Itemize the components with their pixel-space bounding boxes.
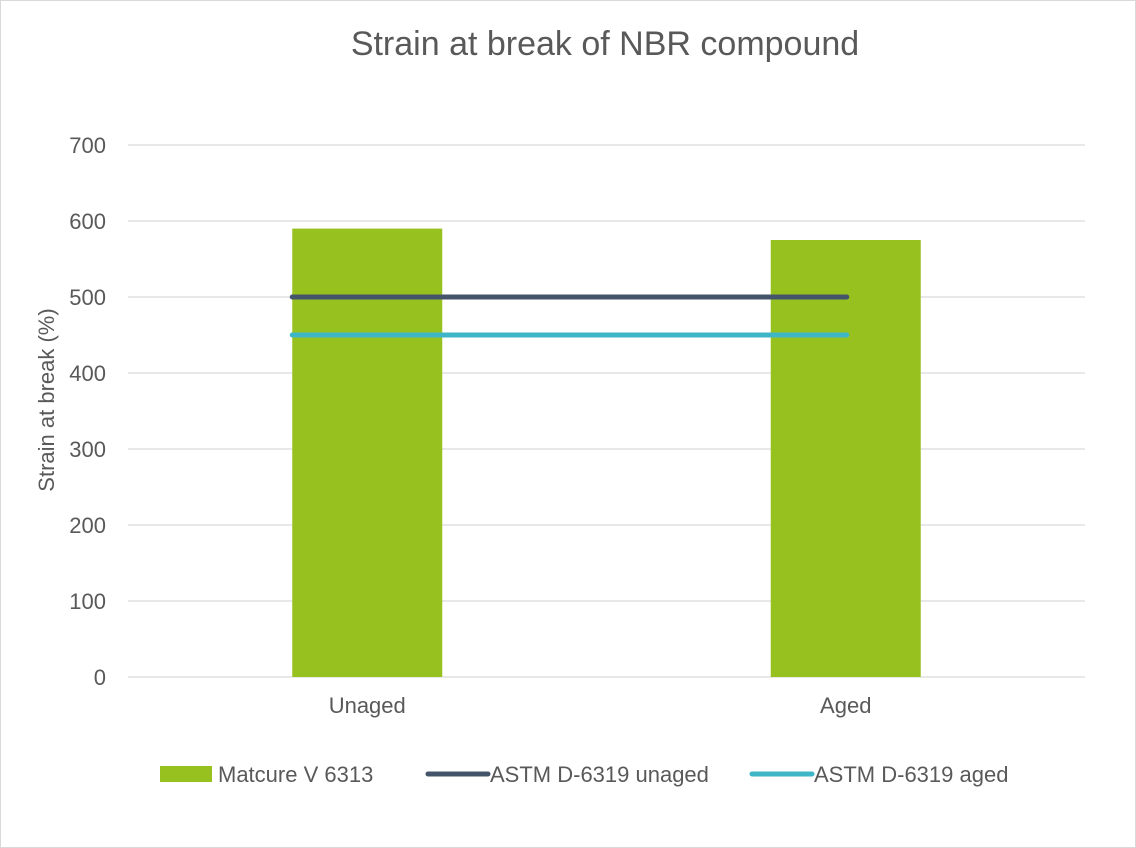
y-tick-label: 700 bbox=[69, 133, 106, 158]
legend-label: Matcure V 6313 bbox=[218, 762, 373, 787]
legend-swatch bbox=[160, 766, 212, 782]
chart-title: Strain at break of NBR compound bbox=[351, 25, 859, 63]
line-series bbox=[289, 294, 850, 338]
bar bbox=[770, 240, 921, 677]
x-tick-label: Unaged bbox=[329, 693, 406, 718]
bar-series bbox=[292, 228, 921, 677]
x-tick-labels: Unaged Aged bbox=[329, 693, 872, 718]
y-tick-label: 400 bbox=[69, 361, 106, 386]
y-tick-label: 300 bbox=[69, 437, 106, 462]
gridlines bbox=[128, 144, 1085, 678]
x-tick-label: Aged bbox=[820, 693, 871, 718]
y-tick-label: 200 bbox=[69, 513, 106, 538]
y-tick-label: 600 bbox=[69, 209, 106, 234]
y-tick-label: 500 bbox=[69, 285, 106, 310]
legend-label: ASTM D-6319 unaged bbox=[490, 762, 709, 787]
y-axis-label: Strain at break (%) bbox=[34, 308, 59, 491]
legend: Matcure V 6313 ASTM D-6319 unaged ASTM D-6… bbox=[160, 762, 1008, 787]
y-tick-labels: 0 100 200 300 400 500 600 700 bbox=[69, 133, 106, 690]
bar bbox=[292, 228, 443, 677]
legend-label: ASTM D-6319 aged bbox=[814, 762, 1008, 787]
y-tick-label: 0 bbox=[94, 665, 106, 690]
y-tick-label: 100 bbox=[69, 589, 106, 614]
